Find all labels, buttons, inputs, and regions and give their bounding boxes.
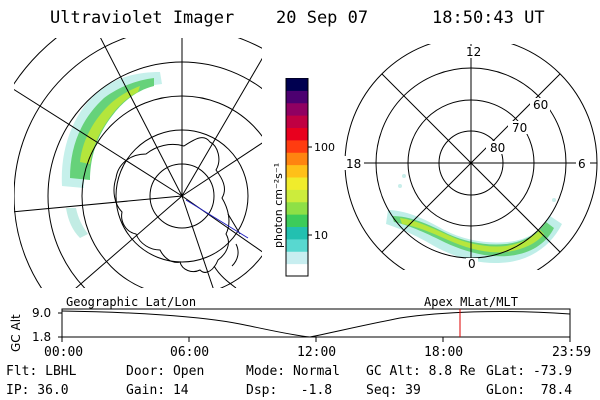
- colorbar-swatch: [286, 189, 308, 203]
- x-tick-1800: 18:00: [424, 345, 464, 360]
- x-tick-0600: 06:00: [170, 345, 210, 360]
- geographic-label: Geographic Lat/Lon: [66, 295, 197, 309]
- lat-label-70: 70: [512, 121, 527, 135]
- colorbar-swatch: [286, 201, 308, 215]
- altitude-ymin-label: 1.8: [32, 330, 51, 344]
- mlt-label-0: 0: [468, 257, 476, 270]
- colorbar-swatch: [286, 164, 308, 178]
- altitude-curve: [61, 310, 571, 338]
- status-gain: Gain: 14: [126, 383, 189, 398]
- colorbar-frame: [285, 78, 309, 277]
- colorbar-swatch: [286, 214, 308, 228]
- colorbar-swatch: [286, 102, 308, 116]
- status-mode: Mode: Normal: [246, 364, 340, 379]
- colorbar-swatch: [286, 90, 308, 104]
- magnetic-dial: 12 6 0 18 60 70 80: [342, 44, 598, 270]
- mlt-label-6: 6: [578, 157, 586, 171]
- altitude-ymax-label: 9.0: [32, 306, 51, 320]
- instrument-title: Ultraviolet Imager: [50, 8, 235, 28]
- aurora-emission: [61, 72, 162, 238]
- lat-label-80: 80: [490, 141, 505, 155]
- colorbar-swatch: [286, 177, 308, 190]
- aurora-oval-emission: [386, 174, 562, 264]
- time-label: 18:50:43 UT: [432, 8, 545, 28]
- status-gcalt: GC Alt: 8.8 Re: [366, 364, 476, 379]
- status-door: Door: Open: [126, 364, 205, 379]
- colorbar-swatch: [286, 152, 308, 166]
- colorbar-swatch: [286, 78, 308, 91]
- altitude-ylabel: GC Alt: [9, 314, 23, 352]
- status-flt: Flt: LBHL: [6, 364, 77, 379]
- x-tick-1200: 12:00: [297, 345, 337, 360]
- colorbar-swatch: [286, 139, 308, 153]
- colorbar-swatch: [286, 251, 308, 265]
- status-ip: IP: 36.0: [6, 383, 69, 398]
- colorbar-tick-label-100: 100: [314, 141, 335, 154]
- colorbar-swatch: [286, 226, 308, 240]
- mlt-label-18: 18: [346, 157, 361, 171]
- mlt-label-12: 12: [466, 45, 481, 59]
- status-glon: GLon: 78.4: [486, 383, 573, 398]
- colorbar-unit-label: photon cm⁻²s⁻¹: [272, 163, 285, 248]
- colorbar-swatch: [286, 263, 308, 277]
- colorbar: 100 10: [285, 78, 335, 277]
- apex-label: Apex MLat/MLT: [424, 295, 518, 309]
- x-tick-2359: 23:59: [552, 345, 592, 360]
- colorbar-tick-label-10: 10: [314, 229, 328, 242]
- status-seq: Seq: 39: [366, 383, 421, 398]
- geographic-map: [14, 38, 262, 288]
- status-glat: GLat: -73.9: [486, 364, 573, 379]
- colorbar-swatch: [286, 127, 308, 141]
- lat-label-60: 60: [533, 98, 548, 112]
- status-dsp: Dsp: -1.8: [246, 383, 333, 398]
- colorbar-swatch: [286, 238, 308, 252]
- altitude-strip: GC Alt 9.0 1.8: [9, 306, 571, 352]
- colorbar-swatch: [286, 115, 308, 129]
- date-label: 20 Sep 07: [276, 8, 369, 28]
- x-tick-0000: 00:00: [44, 345, 84, 360]
- colorbar-unit-container: photon cm⁻²s⁻¹: [268, 78, 288, 254]
- antarctica-coastline: [113, 137, 230, 273]
